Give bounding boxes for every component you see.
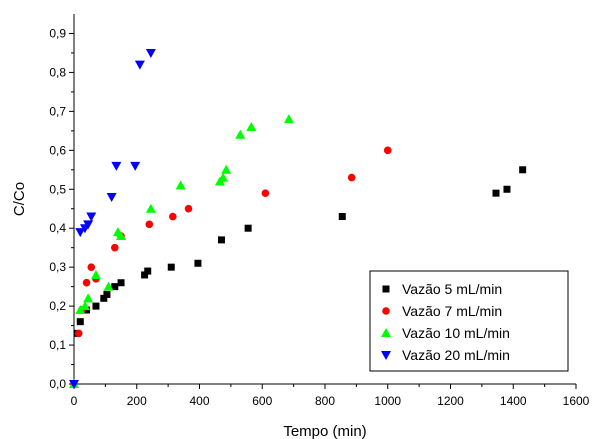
data-point [261, 189, 270, 197]
y-axis-title: C/Co [11, 182, 28, 216]
data-point [338, 213, 346, 221]
x-tick-label: 600 [252, 394, 272, 408]
y-tick-label: 0,0 [49, 377, 66, 391]
series-3 [69, 114, 294, 388]
legend-marker [381, 328, 391, 337]
data-point [92, 302, 100, 310]
legend-marker [381, 351, 391, 360]
data-point [383, 146, 392, 155]
data-point [117, 279, 125, 287]
data-point [76, 318, 84, 326]
data-point [100, 294, 108, 302]
y-tick-label: 0,1 [49, 338, 66, 352]
x-tick-label: 1000 [374, 394, 401, 408]
data-point [235, 129, 246, 139]
x-tick-label: 0 [71, 394, 78, 408]
data-point [347, 173, 356, 182]
data-point [90, 269, 101, 279]
data-point [221, 164, 232, 174]
legend-marker [382, 307, 390, 315]
data-point [87, 263, 96, 271]
data-point [86, 212, 97, 222]
data-point [145, 220, 154, 229]
data-point [141, 271, 149, 279]
data-point [519, 166, 527, 174]
data-point [167, 263, 175, 271]
data-point [106, 193, 117, 203]
data-point [217, 236, 225, 244]
data-point [246, 121, 257, 131]
data-point [503, 185, 511, 193]
data-point [75, 228, 86, 238]
data-point [134, 60, 145, 70]
x-tick-label: 800 [315, 394, 335, 408]
data-point [103, 290, 111, 298]
data-point [111, 283, 119, 291]
y-tick-label: 0,9 [49, 26, 66, 40]
legend-label: Vazão 10 mL/min [402, 325, 510, 341]
data-point [244, 224, 252, 232]
y-tick-label: 0,8 [49, 65, 66, 79]
x-axis-title: Tempo (min) [283, 423, 366, 439]
legend-box [369, 270, 569, 372]
series-4 [69, 48, 156, 389]
data-point [116, 231, 127, 240]
data-point [145, 48, 156, 58]
x-tick-label: 200 [127, 394, 147, 408]
data-point [130, 161, 141, 171]
data-point [194, 259, 202, 267]
data-point [184, 204, 193, 213]
y-tick-label: 0,7 [49, 104, 66, 118]
data-point [169, 212, 177, 221]
data-point [82, 278, 91, 287]
legend-label: Vazão 20 mL/min [402, 347, 510, 363]
legend: Vazão 5 mL/min Vazão 7 mL/min Vazão 10 mL/… [369, 270, 569, 372]
data-point [110, 243, 119, 252]
data-point [79, 301, 90, 311]
data-point [75, 305, 86, 314]
data-point [144, 267, 152, 275]
x-tick-label: 1600 [563, 394, 590, 408]
y-tick-label: 0,4 [49, 221, 66, 235]
data-point [175, 180, 186, 190]
y-tick-label: 0,2 [49, 299, 66, 313]
axis-ticks: 0 200 400 600 800 1000 1200 1400 1600 0,0 0,1 0,2 0,… [49, 26, 589, 408]
data-point [69, 380, 79, 389]
legend-label: Vazão 7 mL/min [402, 303, 502, 319]
data-point [492, 189, 500, 197]
x-tick-label: 1400 [500, 394, 527, 408]
series-2 [70, 146, 392, 388]
x-tick-label: 400 [189, 394, 209, 408]
data-point [283, 114, 294, 124]
data-point [74, 329, 83, 338]
legend-label: Vazão 5 mL/min [402, 281, 502, 297]
y-tick-label: 0,5 [49, 182, 66, 196]
y-tick-label: 0,3 [49, 260, 66, 274]
data-point [83, 293, 94, 303]
data-marks [69, 48, 527, 389]
data-point [111, 161, 122, 171]
legend-marker [382, 285, 390, 293]
y-tick-label: 0,6 [49, 143, 66, 157]
data-point [145, 203, 156, 213]
data-point [83, 220, 94, 230]
data-point [218, 172, 229, 182]
data-point [103, 281, 114, 291]
x-tick-label: 1200 [437, 394, 464, 408]
